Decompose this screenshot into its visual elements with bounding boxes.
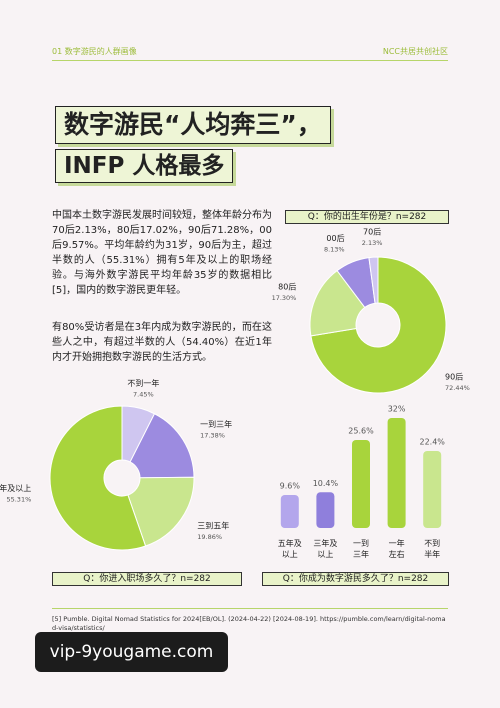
slice-value: 55.31% [6,495,31,503]
chart-caption: Q：你成为数字游民多久了？n=282 [262,572,449,586]
paragraph: 中国本土数字游民发展时间较短，整体年龄分布为70后2.13%，80后17.02%… [52,210,272,296]
bar [316,492,335,528]
watermark: vip-9yougame.com [35,632,228,672]
bar [352,440,370,528]
slice-label: 80后 [278,282,296,292]
chart-caption: Q：你的出生年份是？n=282 [285,210,449,224]
pie-slice [127,476,195,547]
bar [280,495,299,528]
slice-label: 70后 [363,227,381,237]
slice-label: 一到三年 [200,419,232,429]
slice-value: 2.13% [362,239,383,247]
slice-value: 72.44% [445,384,470,392]
header-rule [52,60,448,61]
slice-value: 19.86% [197,533,222,541]
bar-category: 不到 半年 [424,539,441,559]
paragraph: 有80%受访者是在3年内成为数字游民的，而在这些人之中，有超过半数的人（54.4… [52,322,272,363]
brand-header: NCC共居共创社区 [382,47,448,56]
slice-label: 90后 [445,372,463,382]
pie-slice [129,413,195,479]
pie-slice [310,256,447,394]
bar-value: 32% [388,405,406,414]
bar-category: 五年及 以上 [277,539,302,559]
bar-value: 22.4% [419,438,445,447]
bar-category: 一到 三年 [353,539,369,559]
pie-slice [368,256,379,304]
bar-value: 10.4% [313,479,339,488]
bar-category: 一年 左右 [388,539,405,559]
slice-label: 00后 [326,233,344,243]
slice-value: 7.45% [133,391,154,399]
footnote-rule [52,608,448,609]
title-line: INFP 人格最多 [55,149,234,183]
slice-value: 17.38% [200,431,225,439]
pie-slice [49,405,147,551]
chart-caption: Q：你进入职场多久了？n=282 [52,572,242,586]
footnote: [5] Pumble. Digital Nomad Statistics for… [52,615,446,632]
bar-value: 25.6% [348,427,374,436]
bar [387,418,406,528]
section-header: 01 数字游民的人群画像 [52,47,137,56]
slice-value: 17.30% [272,294,297,302]
slice-value: 8.13% [324,246,345,254]
slice-label: 三到五年 [197,520,229,530]
slice-label: 不到一年 [127,378,159,388]
bar [423,451,442,528]
bar-value: 9.6% [280,482,301,491]
bar-category: 三年及 以上 [313,539,338,559]
title-line: 数字游民“人均奔三”， [55,106,331,144]
